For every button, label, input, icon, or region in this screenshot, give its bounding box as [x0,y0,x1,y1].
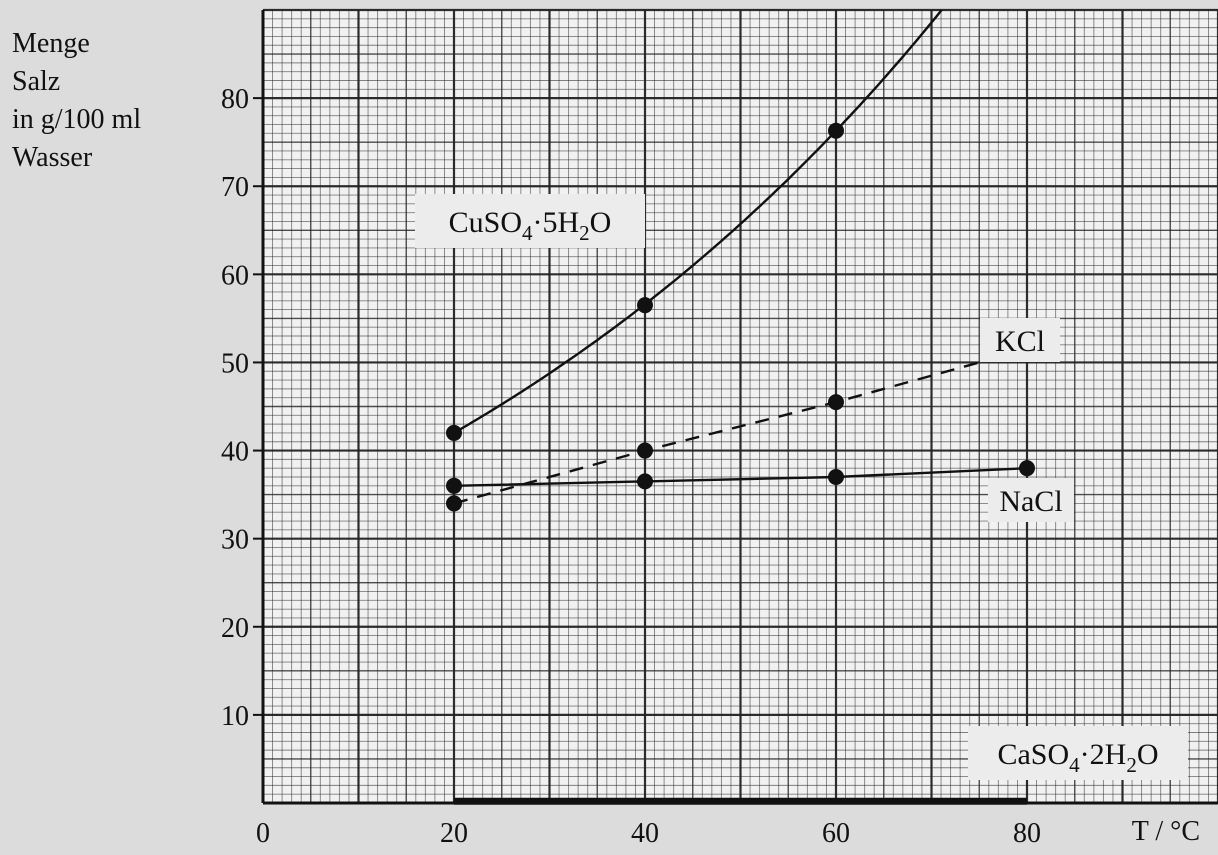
series-label: NaCl [999,485,1062,518]
series-line [453,466,1028,487]
y-tick-label: 40 [221,437,249,468]
series-label-part: CaSO [997,738,1069,771]
data-point [637,297,653,314]
x-tick-label: 20 [440,818,468,849]
series-label-part: KCl [995,325,1045,358]
series-label-box [988,478,1074,522]
data-point [1019,460,1035,477]
series-label: KCl [995,325,1045,358]
series-label-part: O [1137,738,1159,771]
series-label-box [968,726,1188,780]
series-line [453,9,943,434]
series-label-part: 2 [1126,753,1137,777]
y-axis-label: Menge [12,28,90,59]
series-label-part: 4 [522,221,533,245]
x-tick-label: 40 [631,818,659,849]
y-axis-label: in g/100 ml [12,104,141,135]
data-point [637,442,653,459]
axes: 10 20 30 40 50 60 70 80 0 20 40 60 80 Menge Salz in g/1… [12,10,1218,849]
data-point [828,468,844,485]
series-label-part: · [1080,738,1090,771]
y-tick-label: 30 [221,525,249,556]
series-label-part: NaCl [999,485,1062,518]
series-label-box [980,318,1060,362]
x-tick-label: 60 [822,818,850,849]
data-point [828,394,844,411]
series-label-part: 4 [1069,753,1080,777]
y-axis-label: Wasser [12,142,93,173]
data-point [446,477,462,494]
data-point [637,473,653,490]
series-label-part: H [558,206,580,239]
series-label-part: 2 [1090,738,1105,771]
series-label-part: CuSO [449,206,522,239]
y-tick-label: 60 [221,260,249,291]
x-tick-label: 80 [1013,818,1041,849]
series-label-box [415,194,645,248]
y-tick-label: 20 [221,613,249,644]
y-tick-label: 50 [221,348,249,379]
data-point [446,424,462,441]
series-label-part: 5 [543,206,558,239]
series-label-part: · [533,206,543,239]
y-tick-label: 80 [221,84,249,115]
x-tick-label: 0 [256,818,270,849]
series-label-part: H [1105,738,1127,771]
series-label: CuSO4·5H2O [449,206,612,245]
series-line [453,348,1028,505]
x-axis-label: T / °C [1132,816,1200,847]
y-tick-label: 10 [221,701,249,732]
data-point [446,495,462,512]
y-tick-label: 70 [221,172,249,203]
series-label-part: 2 [579,221,590,245]
grid [261,8,1218,805]
data-point [828,122,844,139]
series-label: CaSO4·2H2O [997,738,1158,777]
y-axis-label: Salz [12,66,60,97]
series-label-part: O [590,206,612,239]
